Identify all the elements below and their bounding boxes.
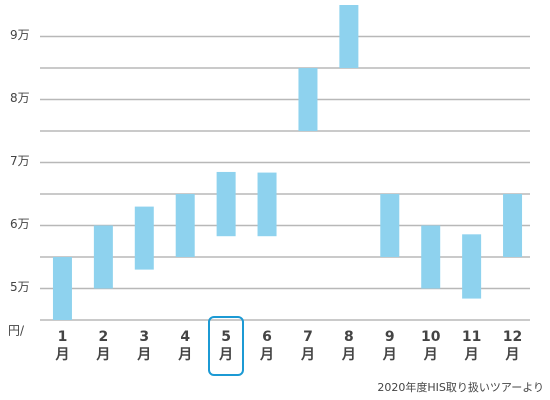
y-tick-label: 6万 bbox=[10, 217, 30, 231]
x-tick-label: 3 月 bbox=[137, 329, 152, 363]
y-tick-label: 8万 bbox=[10, 91, 30, 105]
bar bbox=[462, 234, 482, 299]
bar bbox=[503, 194, 523, 257]
x-tick-label: 10 月 bbox=[420, 329, 441, 363]
bar bbox=[421, 225, 441, 289]
x-tick-label: 7 月 bbox=[300, 329, 315, 363]
x-tick-label: 2 月 bbox=[96, 329, 111, 363]
bar bbox=[339, 5, 359, 68]
y-tick-label: 9万 bbox=[10, 28, 30, 42]
x-tick-label: 1 月 bbox=[55, 329, 70, 363]
unit-label: 円/ bbox=[8, 324, 25, 338]
x-tick-label: 4 月 bbox=[178, 329, 193, 363]
y-tick-label: 5万 bbox=[10, 280, 30, 294]
highlight-box bbox=[208, 316, 245, 376]
bar bbox=[175, 194, 195, 257]
y-tick-label: 7万 bbox=[10, 154, 30, 168]
bar bbox=[257, 172, 277, 237]
bar bbox=[216, 171, 236, 237]
x-tick-label: 9 月 bbox=[382, 329, 397, 363]
bar bbox=[380, 194, 400, 257]
x-tick-label: 8 月 bbox=[341, 329, 356, 363]
x-tick-label: 12 月 bbox=[502, 329, 523, 363]
x-tick-label: 6 月 bbox=[260, 329, 275, 363]
bar bbox=[134, 206, 154, 270]
bar bbox=[298, 68, 318, 131]
x-tick-label: 11 月 bbox=[461, 329, 482, 363]
bar bbox=[93, 225, 113, 289]
source: 2020年度HIS取り扱いツアーより bbox=[377, 380, 544, 394]
bar bbox=[52, 257, 72, 320]
x-tick-label: 5 月 bbox=[219, 329, 234, 363]
